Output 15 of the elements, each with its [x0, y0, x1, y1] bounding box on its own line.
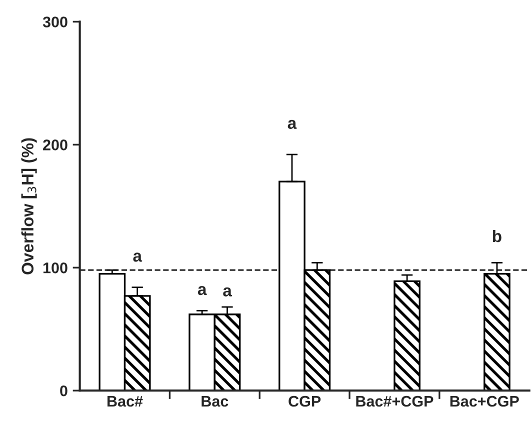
- y-tick-label: 300: [42, 16, 68, 28]
- y-tick-label: 0: [60, 385, 68, 396]
- y-axis-title: Overflow [$_{3}$H] (%): [21, 138, 37, 274]
- annotation: a: [133, 252, 142, 262]
- x-tick-label: Bac#: [108, 396, 143, 407]
- annotation: a: [288, 120, 297, 129]
- annotation: a: [198, 286, 207, 296]
- x-tick-label: CGP: [288, 396, 321, 407]
- x-tick-label: Bac: [202, 396, 228, 407]
- y-tick-label: 100: [43, 262, 68, 274]
- x-tick-label: Bac+CGP: [450, 396, 519, 407]
- y-tick-label: 200: [43, 140, 68, 150]
- x-tick-label: Bac#+CGP: [356, 396, 434, 407]
- annotation: a: [223, 287, 232, 296]
- annotation: b: [492, 230, 502, 242]
